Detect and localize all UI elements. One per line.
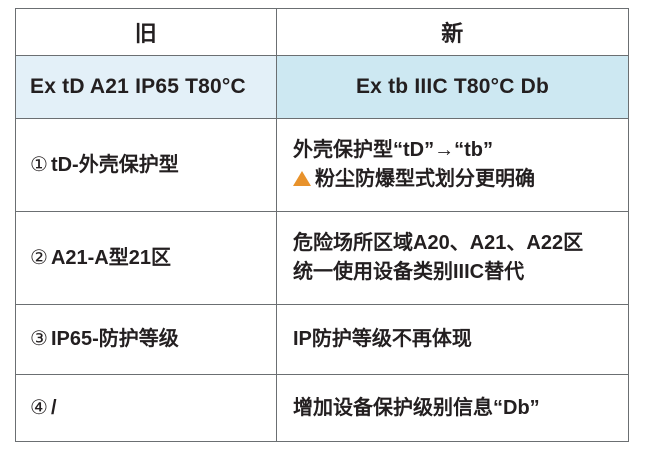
row-2-new-line1: 危险场所区域A20、A21、A22区 xyxy=(293,232,584,254)
row-2-old-text: A21-A型21区 xyxy=(50,246,171,269)
row-2-new-line2: 统一使用设备类别IIIC替代 xyxy=(293,261,525,283)
row-4-new: 增加设备保护级别信息“Db” xyxy=(276,374,629,442)
marking-code-new: Ex tb IIIC T80°C Db xyxy=(276,55,629,119)
row-4-old: ④ / xyxy=(15,374,277,442)
header-cell-old: 旧 xyxy=(15,8,277,56)
row-3-marker: ③ xyxy=(30,328,48,350)
row-4-old-text: / xyxy=(50,396,57,419)
row-1-new-line2-wrap: 粉尘防爆型式划分更明确 xyxy=(293,165,616,194)
row-3-new: IP防护等级不再体现 xyxy=(276,304,629,375)
row-2-marker: ② xyxy=(30,246,48,269)
row-1-new-line2: 粉尘防爆型式划分更明确 xyxy=(315,168,535,190)
row-4-marker: ④ xyxy=(30,396,48,419)
row-4-new-line1: 增加设备保护级别信息“Db” xyxy=(293,396,540,419)
table-header-row: 旧 新 xyxy=(15,8,629,56)
row-1-marker: ① xyxy=(30,153,48,176)
row-3-old: ③ IP65-防护等级 xyxy=(15,304,277,375)
row-1-old-text: tD-外壳保护型 xyxy=(50,153,179,176)
table-row: ① tD-外壳保护型 外壳保护型“tD”→“tb” 粉尘防爆型式划分更明确 xyxy=(15,118,629,212)
row-2-old: ② A21-A型21区 xyxy=(15,211,277,305)
table-row: ③ IP65-防护等级 IP防护等级不再体现 xyxy=(15,304,629,375)
header-cell-new: 新 xyxy=(276,8,629,56)
row-1-old: ① tD-外壳保护型 xyxy=(15,118,277,212)
table-row: ④ / 增加设备保护级别信息“Db” xyxy=(15,374,629,442)
table-row: ② A21-A型21区 危险场所区域A20、A21、A22区 统一使用设备类别II… xyxy=(15,211,629,305)
warning-triangle-icon xyxy=(293,171,311,186)
row-1-new-line1: 外壳保护型“tD”→“tb” xyxy=(293,139,493,161)
old-vs-new-comparison-table: 旧 新 Ex tD A21 IP65 T80°C Ex tb IIIC T80°… xyxy=(15,8,629,442)
marking-code-old: Ex tD A21 IP65 T80°C xyxy=(15,55,277,119)
row-3-old-text: IP65-防护等级 xyxy=(50,328,179,350)
row-3-new-line1: IP防护等级不再体现 xyxy=(293,328,472,350)
row-1-new: 外壳保护型“tD”→“tb” 粉尘防爆型式划分更明确 xyxy=(276,118,629,212)
marking-code-row: Ex tD A21 IP65 T80°C Ex tb IIIC T80°C Db xyxy=(15,55,629,119)
row-2-new: 危险场所区域A20、A21、A22区 统一使用设备类别IIIC替代 xyxy=(276,211,629,305)
